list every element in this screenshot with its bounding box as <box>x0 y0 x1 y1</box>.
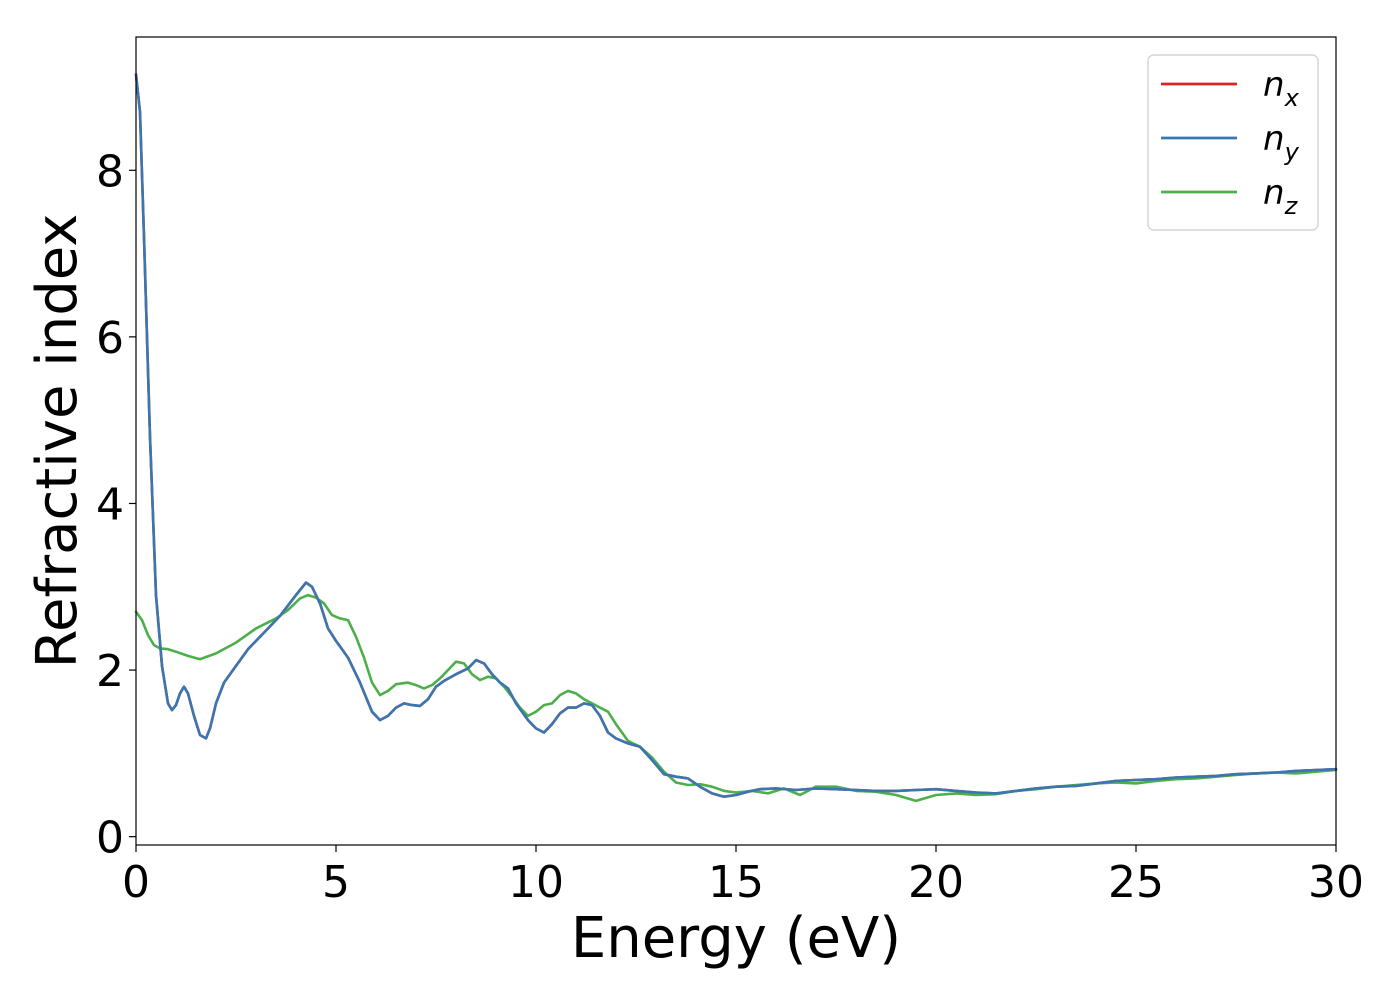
x-tick-label: 15 <box>708 857 764 908</box>
y-ticks: 0 2 4 6 8 <box>96 146 136 864</box>
legend-entries: nx ny nz <box>1161 65 1300 220</box>
series-line-n-y <box>134 73 1338 798</box>
x-tick-label: 20 <box>908 857 964 908</box>
legend-label-n-z: nz <box>1263 173 1299 220</box>
x-tick-label: 10 <box>508 857 564 908</box>
x-tick-label: 25 <box>1108 857 1164 908</box>
legend-label-n-x: nx <box>1263 65 1300 112</box>
x-axis-label: Energy (eV) <box>571 906 901 971</box>
y-tick-label: 4 <box>96 479 124 530</box>
x-tick-label: 30 <box>1308 857 1364 908</box>
y-tick-label: 2 <box>96 646 124 697</box>
y-tick-label: 6 <box>96 313 124 364</box>
x-tick-label: 5 <box>322 857 350 908</box>
y-tick-label: 8 <box>96 146 124 197</box>
series-layer <box>134 73 1338 803</box>
x-ticks: 0 5 10 15 20 25 30 <box>122 845 1364 908</box>
legend-box <box>1147 54 1319 231</box>
legend-label-n-y: ny <box>1263 119 1300 166</box>
legend: nx ny nz <box>1147 54 1319 231</box>
x-tick-label: 0 <box>122 857 150 908</box>
y-axis-label: Refractive index <box>25 214 90 669</box>
y-tick-label: 0 <box>96 813 124 864</box>
